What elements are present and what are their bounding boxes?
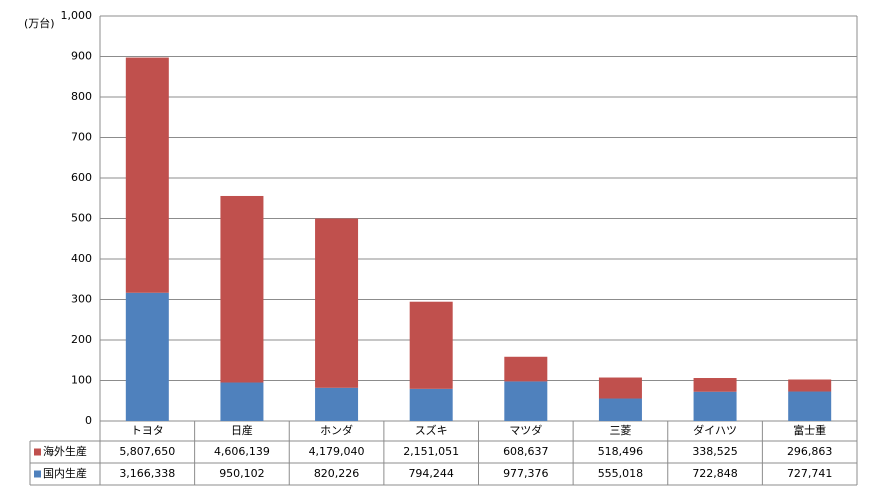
table-value: 820,226 [314, 467, 360, 480]
x-tick-label: 富士重 [793, 423, 826, 437]
table-value: 977,376 [503, 467, 549, 480]
table-value: 555,018 [598, 467, 644, 480]
x-tick-label: 日産 [231, 424, 253, 437]
bar [504, 381, 548, 421]
bar [409, 388, 453, 421]
legend-swatch [34, 470, 41, 478]
bar [504, 356, 548, 382]
table-value: 338,525 [692, 445, 738, 458]
y-tick-label: 0 [85, 414, 92, 427]
table-value: 2,151,051 [403, 445, 459, 458]
bar [220, 382, 264, 421]
y-tick-label: 300 [71, 293, 92, 306]
table-value: 722,848 [692, 467, 738, 480]
table-value: 794,244 [408, 467, 454, 480]
legend-label: 国内生産 [43, 466, 87, 480]
x-tick-label: マツダ [509, 423, 542, 437]
y-tick-label: 200 [71, 333, 92, 346]
y-tick-label: 800 [71, 90, 92, 103]
x-tick-label: スズキ [415, 423, 448, 437]
y-tick-label: 400 [71, 252, 92, 265]
x-tick-label: 三菱 [609, 424, 631, 437]
table-value: 296,863 [787, 445, 833, 458]
bar [315, 218, 359, 388]
y-tick-label: 500 [71, 212, 92, 225]
bar [693, 391, 737, 421]
bar [598, 398, 642, 421]
bar [788, 391, 832, 421]
table-value: 3,166,338 [119, 467, 175, 480]
table-value: 4,606,139 [214, 445, 270, 458]
x-tick-label: ホンダ [320, 423, 353, 437]
x-tick-label: ダイハツ [693, 423, 737, 437]
table-value: 5,807,650 [119, 445, 175, 458]
y-axis-label: (万台) [24, 16, 55, 30]
bar [125, 57, 169, 293]
y-tick-label: 600 [71, 171, 92, 184]
bar [409, 301, 453, 389]
bar [693, 378, 737, 392]
x-tick-label: トヨタ [131, 424, 164, 437]
table-value: 4,179,040 [309, 445, 365, 458]
y-tick-label: 900 [71, 50, 92, 63]
bar [598, 377, 642, 399]
y-tick-label: 1,000 [61, 9, 93, 22]
table-value: 950,102 [219, 467, 265, 480]
bar [315, 387, 359, 421]
table-value: 727,741 [787, 467, 833, 480]
table-value: 518,496 [598, 445, 644, 458]
bar [125, 292, 169, 421]
bar [220, 195, 264, 383]
legend-label: 海外生産 [43, 444, 87, 458]
table-value: 608,637 [503, 445, 549, 458]
legend-swatch [34, 448, 41, 456]
y-tick-label: 700 [71, 131, 92, 144]
y-tick-label: 100 [71, 374, 92, 387]
bar [788, 379, 832, 392]
